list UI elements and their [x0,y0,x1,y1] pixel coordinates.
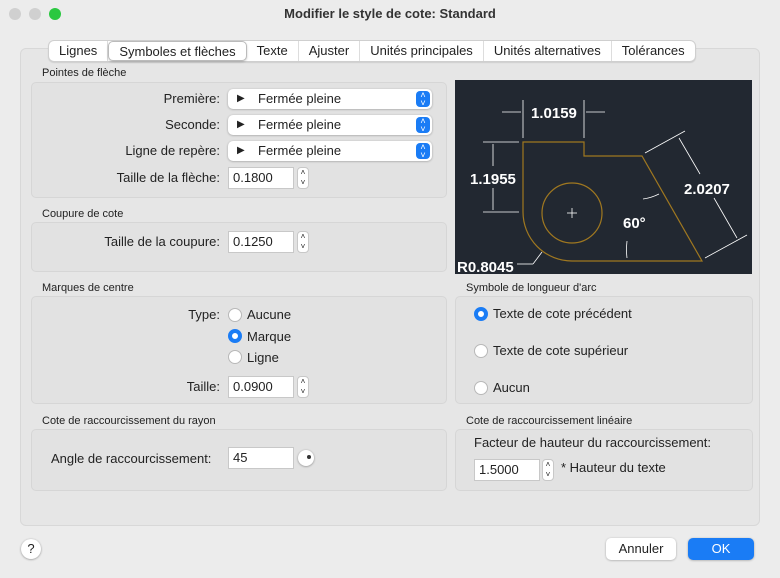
dim-top: 1.0159 [531,105,577,122]
arrow-icon: ▶ [237,93,245,104]
radio-arc-none[interactable] [474,381,488,395]
dimension-lines [483,100,748,265]
preview-image: 1.0159 1.1955 2.0207 60° R0.8045 [455,80,752,274]
factor-suffix: * Hauteur du texte [561,460,666,475]
shape-outline [522,141,704,262]
radio-arc-above[interactable] [474,344,488,358]
tab-unites-principales[interactable]: Unités principales [360,41,484,61]
radio-marque-label: Marque [247,329,292,344]
select-value: Fermée pleine [258,117,342,132]
dim-angle: 60° [623,215,646,232]
dim-right: 2.0207 [684,181,730,198]
factor-label: Facteur de hauteur du raccourcissement: [474,435,712,450]
minimize-button[interactable] [29,8,41,20]
arrow-size-stepper[interactable]: ˄ ˅ [297,167,309,189]
first-arrow-select[interactable]: ▶ Fermée pleine ˄ ˅ [228,89,432,109]
jog-angle-input[interactable]: 45 [228,447,294,469]
arrow-size-input[interactable]: 0.1800 [228,167,294,189]
first-label: Première: [163,91,220,106]
arrowheads-title: Pointes de flèche [42,67,127,79]
leader-label: Ligne de repère: [125,143,220,158]
angle-dial[interactable] [298,450,314,466]
break-size-label: Taille de la coupure: [104,234,220,249]
center-size-input[interactable]: 0.0900 [228,376,294,398]
second-label: Seconde: [165,117,220,132]
select-value: Fermée pleine [258,91,342,106]
radio-arc-above-label: Texte de cote supérieur [493,343,629,358]
radio-arc-none-label: Aucun [493,380,530,395]
radio-aucune-label: Aucune [247,307,292,322]
cancel-button[interactable]: Annuler [606,538,676,560]
close-button[interactable] [9,8,21,20]
jog-angle-label: Angle de raccourcissement: [51,451,212,466]
tab-symboles[interactable]: Symboles et flèches [108,41,247,61]
dim-radius: R0.8045 [457,259,514,274]
break-size-stepper[interactable]: ˄ ˅ [297,231,309,253]
radius-jog-title: Cote de raccourcissement du rayon [42,415,216,427]
preview-shape [522,141,704,262]
select-value: Fermée pleine [258,143,342,158]
type-label: Type: [188,307,220,322]
break-title: Coupure de cote [42,208,124,220]
arrow-icon: ▶ [237,145,245,156]
tab-lignes[interactable]: Lignes [49,41,109,61]
radio-ligne-label: Ligne [247,350,279,365]
chevron-updown-icon: ˄ ˅ [416,117,430,134]
chevron-updown-icon: ˄ ˅ [416,143,430,160]
zoom-button[interactable] [49,8,61,20]
center-size-stepper[interactable]: ˄ ˅ [297,376,309,398]
tab-ajuster[interactable]: Ajuster [299,41,361,61]
ok-button[interactable]: OK [688,538,754,560]
radio-arc-preceding-label: Texte de cote précédent [493,306,632,321]
dial-indicator-icon [307,455,311,459]
center-size-label: Taille: [186,379,220,394]
dim-left: 1.1955 [470,171,516,188]
chevron-updown-icon: ˄ ˅ [416,91,430,108]
tab-tolerances[interactable]: Tolérances [621,43,685,58]
window-title: Modifier le style de cote: Standard [284,6,496,21]
tab-texte[interactable]: Texte [247,41,299,61]
radio-arc-preceding[interactable] [474,307,488,321]
arrow-size-label: Taille de la flèche: [116,170,220,185]
arc-title: Symbole de longueur d'arc [466,282,597,294]
radio-aucune[interactable] [228,308,242,322]
arrow-icon: ▶ [237,119,245,130]
arc-group [455,296,753,404]
shape-circle [541,182,603,244]
help-button[interactable]: ? [21,539,41,559]
tab-bar: Lignes Symboles et flèches Texte Ajuster… [48,40,696,62]
factor-input[interactable]: 1.5000 [474,459,540,481]
leader-arrow-select[interactable]: ▶ Fermée pleine ˄ ˅ [228,141,432,161]
tab-unites-alternatives[interactable]: Unités alternatives [484,41,612,61]
radio-marque[interactable] [228,329,242,343]
radio-ligne[interactable] [228,350,242,364]
second-arrow-select[interactable]: ▶ Fermée pleine ˄ ˅ [228,115,432,135]
break-size-input[interactable]: 0.1250 [228,231,294,253]
linear-jog-title: Cote de raccourcissement linéaire [466,415,633,427]
factor-stepper[interactable]: ˄ ˅ [542,459,554,481]
center-title: Marques de centre [42,282,134,294]
